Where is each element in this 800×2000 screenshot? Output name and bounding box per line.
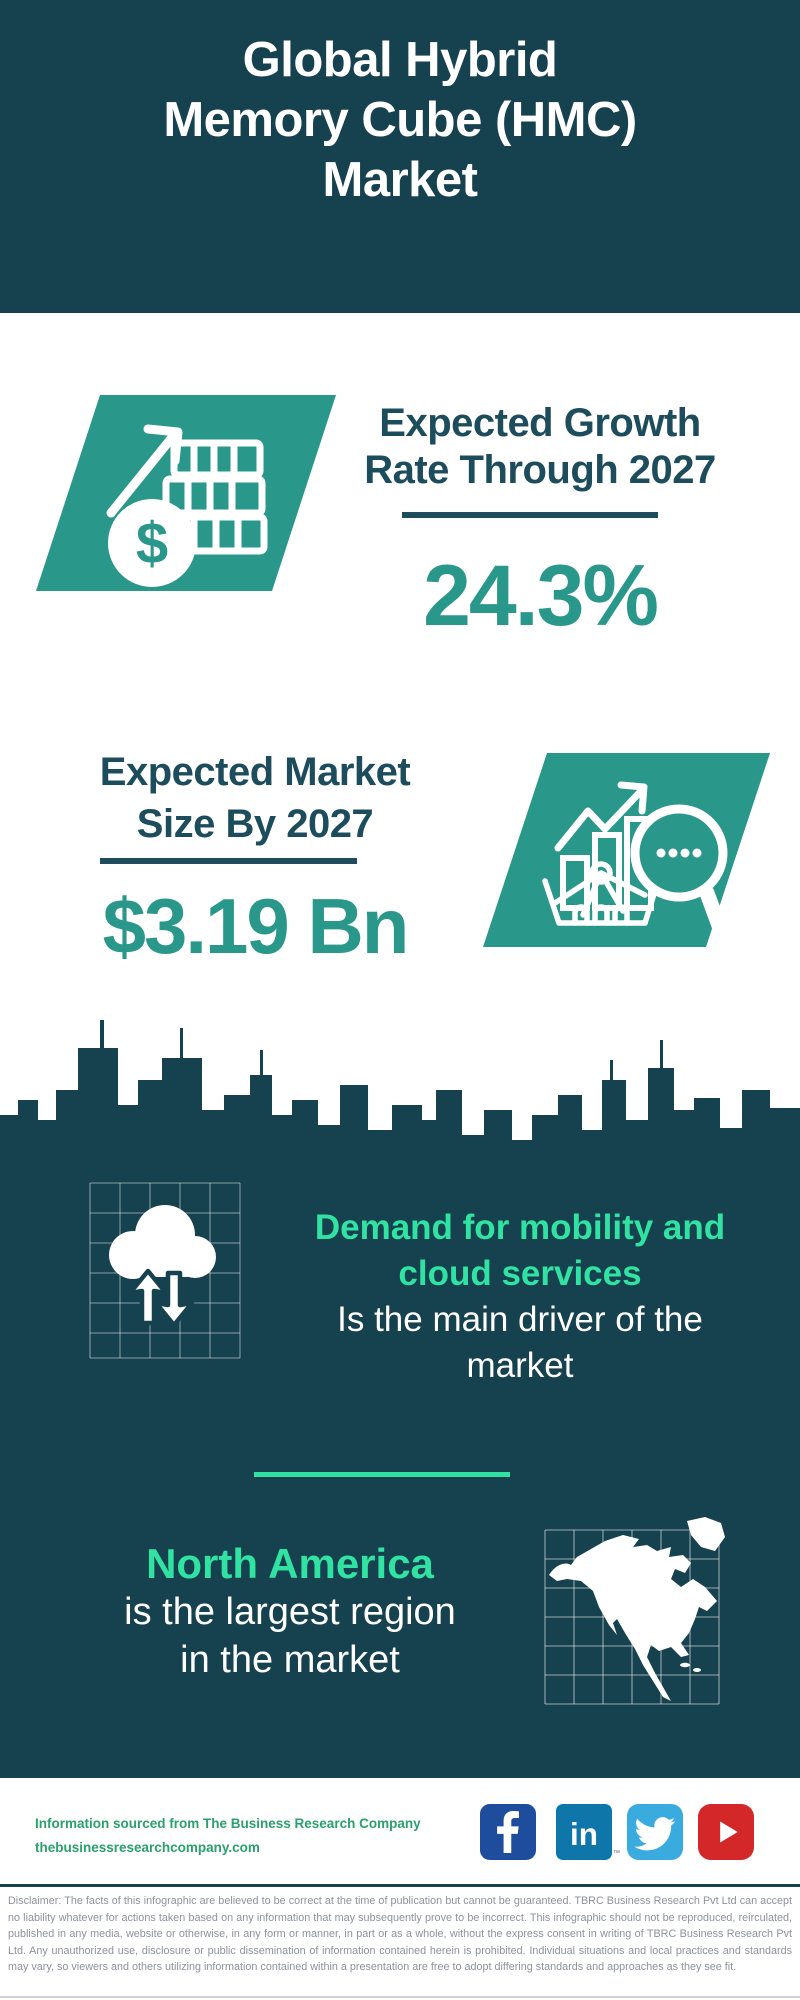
twitter-icon[interactable] (627, 1804, 683, 1860)
website-link[interactable]: thebusinessresearchcompany.com (35, 1840, 260, 1855)
facebook-icon[interactable] (480, 1804, 536, 1860)
region-name: North America (146, 1540, 434, 1587)
driver-highlight-line-2: cloud services (398, 1254, 642, 1293)
source-attribution: Information sourced from The Business Re… (35, 1812, 475, 1860)
driver-rest-line-1: Is the main driver of the (337, 1300, 703, 1339)
market-size-heading-line-2: Size By 2027 (136, 802, 374, 846)
youtube-icon[interactable] (698, 1804, 754, 1860)
page-title-line-2: Memory Cube (HMC) (163, 93, 637, 147)
growth-heading-line-1: Expected Growth (379, 401, 701, 445)
disclaimer-text: Disclaimer: The facts of this infographi… (8, 1895, 792, 1974)
svg-text:$: $ (136, 511, 168, 576)
market-size-heading: Expected Market Size By 2027 (40, 746, 470, 850)
dark-section-background (0, 1218, 800, 1778)
linkedin-trademark: ™ (613, 1850, 620, 1857)
market-size-divider (100, 858, 357, 864)
growth-heading-line-2: Rate Through 2027 (364, 448, 716, 492)
source-line: Information sourced from The Business Re… (35, 1816, 421, 1831)
growth-rate-value: 24.3% (423, 548, 659, 644)
footer-rule (0, 1884, 800, 1887)
growth-heading: Expected Growth Rate Through 2027 (330, 400, 750, 494)
city-skyline-silhouette (0, 1020, 800, 1220)
page-title-line-3: Market (322, 153, 478, 207)
growth-divider (402, 512, 658, 518)
largest-region-text: North America is the largest region in t… (10, 1540, 570, 1684)
market-size-value: $3.19 Bn (102, 882, 410, 970)
market-analysis-icon (483, 753, 770, 947)
section-divider (254, 1472, 510, 1477)
market-driver-text: Demand for mobility and cloud services I… (250, 1205, 790, 1389)
money-growth-icon: $ (36, 395, 336, 591)
page-title: Global Hybrid Memory Cube (HMC) Market (0, 30, 800, 210)
north-america-map (544, 1517, 725, 1705)
svg-text:in: in (570, 1816, 598, 1852)
header-banner: Global Hybrid Memory Cube (HMC) Market (0, 0, 800, 313)
page-title-line-1: Global Hybrid (242, 33, 558, 87)
region-rest-line-2: in the market (180, 1639, 400, 1681)
region-rest-line-1: is the largest region (124, 1591, 456, 1633)
market-size-heading-line-1: Expected Market (99, 750, 411, 794)
cloud-transfer-icon (89, 1182, 241, 1359)
driver-rest-line-2: market (466, 1346, 574, 1385)
driver-highlight-line-1: Demand for mobility and (314, 1208, 726, 1247)
linkedin-icon[interactable]: in (556, 1804, 612, 1860)
bottom-edge-line (0, 1996, 800, 1998)
